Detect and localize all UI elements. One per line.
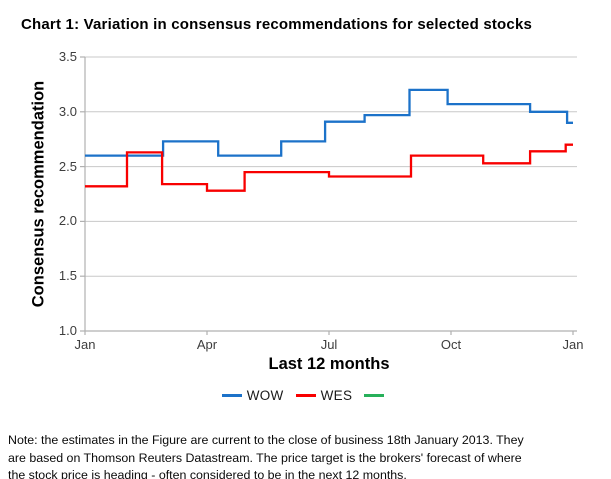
y-tick-label: 2.5 [58, 158, 77, 174]
y-tick-label: 1.0 [58, 323, 77, 338]
note-line-1: Note: the estimates in the Figure are cu… [8, 433, 524, 448]
legend-item-unlabeled [364, 394, 389, 397]
legend: WOW WES [0, 388, 611, 403]
legend-line-icon [295, 394, 316, 397]
y-tick-label: 2.0 [58, 213, 77, 229]
note-line-3: the stock price is heading - often consi… [8, 467, 407, 479]
x-tick-label: Jan [562, 337, 584, 352]
y-tick-label: 1.5 [58, 268, 77, 284]
x-axis-title: Last 12 months [268, 355, 390, 373]
plot-canvas [80, 56, 577, 335]
x-tick-label: Apr [196, 337, 218, 352]
legend-item-wes: WES [295, 388, 353, 403]
chart-title: Chart 1: Variation in consensus recommen… [21, 16, 533, 33]
x-tick-label: Oct [440, 337, 462, 352]
series-line-wow [85, 88, 573, 157]
x-tick-label: Jan [74, 337, 96, 352]
y-tick-label: 3.5 [58, 49, 77, 64]
legend-line-icon [364, 394, 385, 397]
legend-line-icon [221, 394, 242, 397]
series-line-wes [85, 143, 573, 192]
legend-label: WES [320, 388, 353, 403]
legend-label: WOW [246, 388, 284, 403]
y-tick-label: 3.0 [58, 103, 77, 119]
note-line-2: are based on Thomson Reuters Datastream.… [8, 450, 522, 465]
legend-item-wow: WOW [221, 388, 284, 403]
note-text: Note: the estimates in the Figure are cu… [8, 432, 608, 479]
x-tick-label: Jul [320, 337, 338, 352]
